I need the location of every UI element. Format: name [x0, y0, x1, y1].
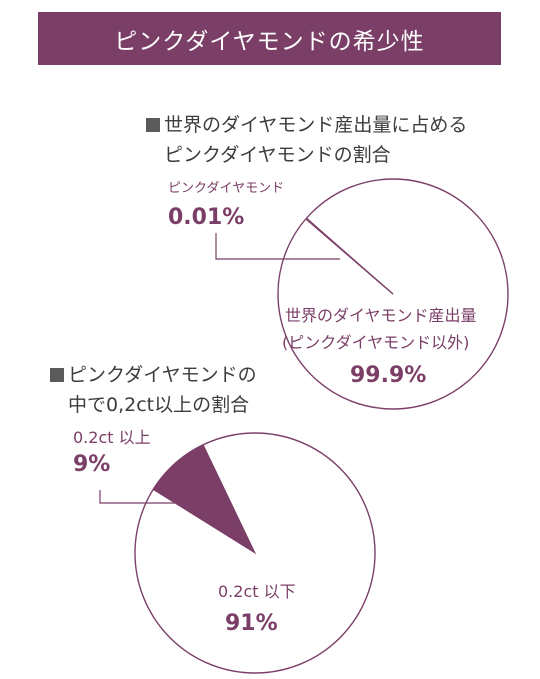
pie2-9pct-slice	[152, 444, 257, 555]
pie1-rest-value: 99.9%	[350, 363, 427, 388]
pie1-radius-line	[305, 218, 394, 295]
pie2-slice-value: 9%	[73, 452, 111, 477]
square-bullet-icon	[50, 368, 64, 382]
pie2-slice-label: 0.2ct 以上	[73, 428, 151, 447]
pie1-leader-line	[215, 233, 340, 260]
section1-heading-line2: ピンクダイヤモンドの割合	[164, 144, 391, 166]
section1-heading: 世界のダイヤモンド産出量に占める ピンクダイヤモンドの割合	[146, 110, 467, 170]
title-banner: ピンクダイヤモンドの希少性	[38, 12, 501, 65]
section1-heading-line1: 世界のダイヤモンド産出量に占める	[164, 114, 468, 136]
page-title: ピンクダイヤモンドの希少性	[114, 28, 425, 55]
pie1-slice-label: ピンクダイヤモンド	[168, 181, 285, 196]
square-bullet-icon	[146, 118, 160, 132]
pie1-rest-label-line2: (ピンクダイヤモンド以外)	[282, 333, 470, 352]
pie2-rest-value: 91%	[225, 611, 278, 636]
pie2-leader-line	[99, 490, 196, 504]
pie1-slice-value: 0.01%	[168, 205, 245, 230]
pie2-rest-label: 0.2ct 以下	[218, 582, 296, 601]
section2-heading-line1: ピンクダイヤモンドの	[68, 364, 257, 386]
pie1-rest-label-line1: 世界のダイヤモンド産出量	[285, 306, 477, 325]
section2-heading-line2: 中で0,2ct以上の割合	[68, 394, 250, 416]
section2-heading: ピンクダイヤモンドの 中で0,2ct以上の割合	[50, 360, 257, 420]
